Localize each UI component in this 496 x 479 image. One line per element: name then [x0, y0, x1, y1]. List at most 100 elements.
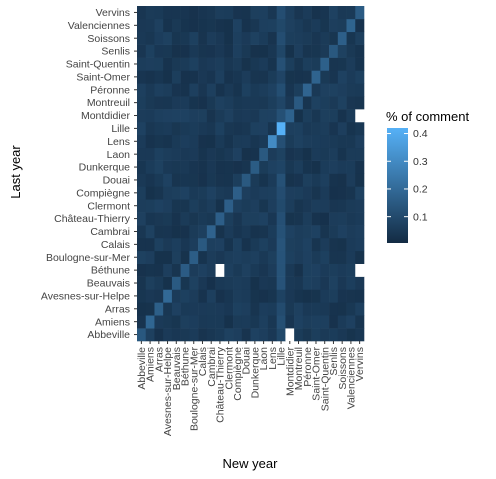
heatmap-cell	[329, 121, 339, 136]
heatmap-cell	[294, 302, 304, 316]
heatmap-cell	[346, 263, 356, 277]
heatmap-cell	[224, 57, 234, 71]
heatmap-cell	[337, 212, 347, 226]
heatmap-cell	[171, 18, 181, 33]
heatmap-cell	[355, 212, 365, 226]
heatmap-cell	[355, 199, 365, 213]
heatmap-cell	[145, 18, 155, 33]
heatmap-cell	[224, 134, 234, 149]
heatmap-cell	[215, 250, 225, 264]
heatmap-cell	[137, 199, 147, 213]
heatmap-cell	[180, 225, 190, 239]
heatmap-cell	[137, 186, 147, 200]
heatmap-cell	[337, 302, 347, 316]
heatmap-cell	[267, 160, 277, 174]
heatmap-cell	[224, 289, 234, 303]
heatmap-cell	[215, 121, 225, 136]
heatmap-cell	[154, 109, 164, 123]
heatmap-cell	[198, 109, 208, 123]
heatmap-cell	[224, 212, 234, 226]
heatmap-cell	[233, 44, 243, 58]
heatmap-cell	[250, 31, 260, 45]
heatmap-cell	[285, 121, 295, 136]
heatmap-cell	[267, 237, 277, 252]
heatmap-cell	[267, 276, 277, 290]
heatmap-cell	[320, 263, 330, 277]
heatmap-cell	[215, 237, 225, 252]
heatmap-cell	[320, 96, 330, 110]
heatmap-cell	[294, 18, 304, 33]
heatmap-cell	[302, 18, 312, 33]
heatmap-cell	[189, 186, 199, 200]
x-tick-label: Amiens	[145, 347, 157, 382]
y-tick-label: Dunkerque	[79, 162, 131, 174]
heatmap-cell	[163, 109, 173, 123]
heatmap-cell	[180, 186, 190, 200]
heatmap-cell	[180, 289, 190, 303]
heatmap-cell	[259, 134, 269, 149]
heatmap-cell	[355, 328, 365, 342]
x-tick-label: Vervins	[354, 347, 366, 381]
heatmap-cell	[259, 237, 269, 252]
heatmap-cell	[180, 44, 190, 58]
heatmap-cell	[206, 237, 216, 252]
x-tick-label: Abbeville	[136, 347, 148, 390]
heatmap-cell	[233, 18, 243, 33]
heatmap-cell	[180, 328, 190, 342]
heatmap-cell	[145, 237, 155, 252]
heatmap-cell	[224, 173, 234, 187]
heatmap-cell	[224, 83, 234, 97]
heatmap-cell	[320, 225, 330, 239]
heatmap-cell	[145, 57, 155, 71]
heatmap-cell	[355, 173, 365, 187]
y-tick-label: Boulogne-sur-Mer	[46, 252, 131, 264]
heatmap-cell	[180, 263, 190, 277]
heatmap-cell	[198, 70, 208, 84]
x-axis: AbbevilleAmiensArrasAvesnes-sur-HelpeBea…	[136, 341, 366, 436]
heatmap-cell	[145, 328, 155, 342]
heatmap-cell	[285, 173, 295, 187]
heatmap-cell	[285, 147, 295, 161]
heatmap-cell	[189, 121, 199, 136]
x-axis-title: New year	[223, 456, 279, 471]
heatmap-cell	[215, 44, 225, 58]
heatmap-cell	[285, 250, 295, 264]
heatmap-cell	[206, 70, 216, 84]
heatmap-cell	[276, 212, 286, 226]
heatmap-cell	[145, 6, 155, 20]
heatmap-cell	[294, 147, 304, 161]
heatmap-cell	[189, 328, 199, 342]
heatmap-cell	[267, 250, 277, 264]
heatmap-cell	[241, 160, 251, 174]
heatmap-cell	[137, 18, 147, 33]
heatmap-cell	[302, 83, 312, 97]
heatmap-cell	[224, 109, 234, 123]
heatmap-cell	[163, 6, 173, 20]
heatmap-cell	[137, 289, 147, 303]
heatmap-cell	[180, 237, 190, 252]
heatmap-cell	[302, 212, 312, 226]
heatmap-cell	[276, 96, 286, 110]
heatmap-cell	[224, 44, 234, 58]
heatmap-cell	[198, 44, 208, 58]
heatmap-cell	[259, 302, 269, 316]
heatmap-cell	[346, 225, 356, 239]
x-tick-label: Laon	[258, 347, 270, 371]
heatmap-cell	[329, 315, 339, 329]
heatmap-cell	[171, 173, 181, 187]
heatmap-cell	[206, 315, 216, 329]
heatmap-cell	[163, 173, 173, 187]
heatmap-cell	[241, 315, 251, 329]
heatmap-cell	[189, 237, 199, 252]
heatmap-cell	[346, 212, 356, 226]
heatmap-cell	[241, 199, 251, 213]
heatmap-cell	[346, 134, 356, 149]
heatmap-cell	[329, 328, 339, 342]
heatmap-cell	[233, 212, 243, 226]
heatmap-cell	[311, 237, 321, 252]
heatmap-cell	[276, 302, 286, 316]
heatmap-cell	[233, 134, 243, 149]
heatmap-cell	[294, 250, 304, 264]
heatmap-cell	[346, 147, 356, 161]
